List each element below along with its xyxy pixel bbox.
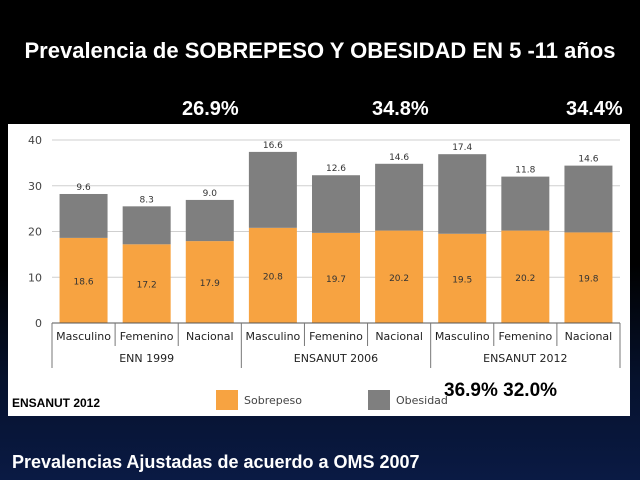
bar-sobrepeso xyxy=(375,230,424,323)
total-label-ensanut2006: 34.8% xyxy=(372,98,429,120)
bar-obesidad xyxy=(438,154,487,234)
data-label-sobrepeso: 20.2 xyxy=(389,274,409,284)
bar-obesidad xyxy=(185,199,234,242)
data-label-sobrepeso: 19.8 xyxy=(578,275,598,285)
data-label-obesidad: 8.3 xyxy=(140,195,154,205)
data-label-obesidad: 12.6 xyxy=(326,164,346,174)
bar-sobrepeso xyxy=(185,241,234,323)
legend-label-sobrepeso: Sobrepeso xyxy=(244,394,302,407)
stacked-bar-chart: 0 10 20 30 40 18.6 9.6 17.2 8.3 17.9 9.0 20.8 16.6 19… xyxy=(28,134,621,410)
x-tick-label: Nacional xyxy=(186,330,234,343)
footer-note: Prevalencias Ajustadas de acuerdo a OMS … xyxy=(12,452,420,472)
extra-values-label: 36.9% 32.0% xyxy=(444,380,558,401)
group-label: ENSANUT 2006 xyxy=(294,352,378,365)
source-note: ENSANUT 2012 xyxy=(12,396,101,410)
y-tick-label: 40 xyxy=(28,134,42,147)
x-tick-label: Masculino xyxy=(56,330,111,343)
data-label-obesidad: 14.6 xyxy=(389,153,409,163)
bar-sobrepeso xyxy=(59,237,108,323)
data-label-obesidad: 11.8 xyxy=(515,166,535,176)
bar-obesidad xyxy=(501,176,550,231)
chart-panel: 0 10 20 30 40 18.6 9.6 17.2 8.3 17.9 9.0 20.8 16.6 19… xyxy=(8,124,630,416)
data-label-sobrepeso: 20.8 xyxy=(263,272,283,282)
x-tick-label: Femenino xyxy=(309,330,363,343)
bar-sobrepeso xyxy=(501,230,550,323)
bar-sobrepeso xyxy=(564,232,613,323)
bar-sobrepeso xyxy=(312,232,360,323)
data-label-obesidad: 17.4 xyxy=(452,143,472,153)
y-tick-label: 20 xyxy=(28,226,42,239)
legend-label-obesidad: Obesidad xyxy=(396,394,448,407)
bar-obesidad xyxy=(375,163,424,231)
bar-sobrepeso xyxy=(248,227,297,323)
bar-sobrepeso xyxy=(122,244,171,323)
x-tick-label: Masculino xyxy=(245,330,300,343)
y-tick-label: 30 xyxy=(28,180,42,193)
x-tick-label: Nacional xyxy=(565,330,613,343)
x-tick-label: Femenino xyxy=(120,330,174,343)
bar-obesidad xyxy=(312,175,360,233)
data-label-obesidad: 9.0 xyxy=(203,189,218,199)
data-label-obesidad: 14.6 xyxy=(578,155,598,165)
data-label-sobrepeso: 19.5 xyxy=(452,275,472,285)
y-tick-label: 10 xyxy=(28,271,42,284)
y-tick-label: 0 xyxy=(35,317,42,330)
data-label-sobrepeso: 18.6 xyxy=(74,277,94,287)
bar-obesidad xyxy=(122,206,171,245)
group-label: ENN 1999 xyxy=(119,352,174,365)
bar-obesidad xyxy=(248,151,297,228)
slide-title: Prevalencia de SOBREPESO Y OBESIDAD EN 5… xyxy=(24,38,616,63)
data-label-obesidad: 16.6 xyxy=(263,141,283,151)
x-tick-label: Nacional xyxy=(375,330,423,343)
legend-swatch-obesidad xyxy=(368,390,390,410)
data-label-obesidad: 9.6 xyxy=(76,183,91,193)
group-label: ENSANUT 2012 xyxy=(483,352,567,365)
data-label-sobrepeso: 17.2 xyxy=(137,281,157,291)
total-label-ensanut2012: 34.4% xyxy=(566,98,623,120)
bar-sobrepeso xyxy=(438,233,487,323)
bar-obesidad xyxy=(564,165,613,233)
x-tick-label: Masculino xyxy=(435,330,490,343)
bar-obesidad xyxy=(59,193,108,238)
data-label-sobrepeso: 19.7 xyxy=(326,275,346,285)
legend-swatch-sobrepeso xyxy=(216,390,238,410)
x-tick-label: Femenino xyxy=(498,330,552,343)
data-label-sobrepeso: 17.9 xyxy=(200,279,220,289)
data-label-sobrepeso: 20.2 xyxy=(515,274,535,284)
total-label-enn1999: 26.9% xyxy=(182,98,239,120)
